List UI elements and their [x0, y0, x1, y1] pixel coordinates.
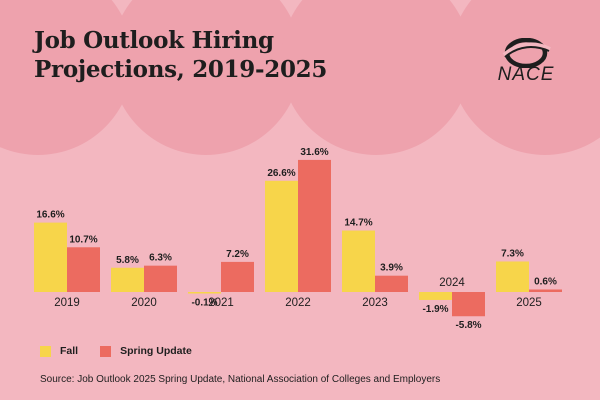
nace-swoosh-icon	[502, 37, 551, 69]
bar-spring-2022	[298, 159, 331, 292]
legend-swatch-spring	[100, 345, 112, 357]
decorative-circle	[281, 0, 471, 155]
nace-logo: NACE	[488, 37, 564, 92]
x-tick-2021: 2021	[208, 297, 234, 309]
bar-fall-2023	[342, 230, 375, 292]
x-tick-2024: 2024	[439, 277, 465, 289]
data-label-fall-2023: 14.7%	[344, 218, 372, 229]
x-tick-2023: 2023	[362, 297, 388, 309]
data-label-spring-2019: 10.7%	[69, 234, 97, 245]
legend-item-fall: Fall	[40, 345, 78, 357]
data-label-spring-2020: 6.3%	[149, 253, 172, 264]
data-label-fall-2020: 5.8%	[116, 255, 139, 266]
data-label-spring-2025: 0.6%	[534, 276, 557, 287]
legend-swatch-fall	[40, 345, 51, 357]
bar-spring-2021	[221, 261, 254, 292]
data-label-spring-2023: 3.9%	[380, 263, 403, 274]
bar-fall-2024	[419, 292, 452, 300]
legend: Fall Spring Update	[40, 345, 214, 357]
decorative-circle	[0, 0, 133, 155]
bar-fall-2021	[188, 292, 221, 294]
bar-spring-2019	[67, 247, 100, 292]
nace-logo-text: NACE	[497, 64, 555, 85]
bar-spring-2020	[144, 265, 177, 292]
data-label-fall-2021: -0.1%	[191, 298, 217, 309]
bar-spring-2023	[375, 275, 408, 292]
chart-title: Job Outlook Hiring Projections, 2019-202…	[34, 27, 328, 83]
bar-fall-2019	[34, 222, 67, 292]
bar-fall-2020	[111, 267, 144, 292]
bar-fall-2025	[496, 261, 529, 292]
x-tick-2025: 2025	[516, 297, 542, 309]
x-tick-2019: 2019	[54, 297, 80, 309]
bar-spring-2025	[529, 289, 562, 292]
bar-spring-2024	[452, 292, 485, 317]
bar-fall-2022	[265, 180, 298, 292]
decorative-circle	[450, 0, 600, 155]
x-tick-2022: 2022	[285, 297, 311, 309]
data-label-fall-2019: 16.6%	[36, 210, 64, 221]
data-label-fall-2024: -1.9%	[422, 304, 448, 315]
legend-label-spring: Spring Update	[120, 345, 192, 357]
data-label-spring-2022: 31.6%	[300, 147, 328, 158]
decorative-circle	[111, 0, 301, 155]
legend-label-fall: Fall	[60, 345, 79, 357]
data-label-fall-2022: 26.6%	[267, 168, 295, 179]
source-note: Source: Job Outlook 2025 Spring Update, …	[40, 374, 441, 385]
data-label-spring-2024: -5.8%	[455, 320, 481, 331]
x-tick-2020: 2020	[131, 297, 157, 309]
data-label-spring-2021: 7.2%	[226, 249, 249, 260]
data-label-fall-2025: 7.3%	[501, 248, 524, 259]
legend-item-spring: Spring Update	[100, 345, 192, 357]
